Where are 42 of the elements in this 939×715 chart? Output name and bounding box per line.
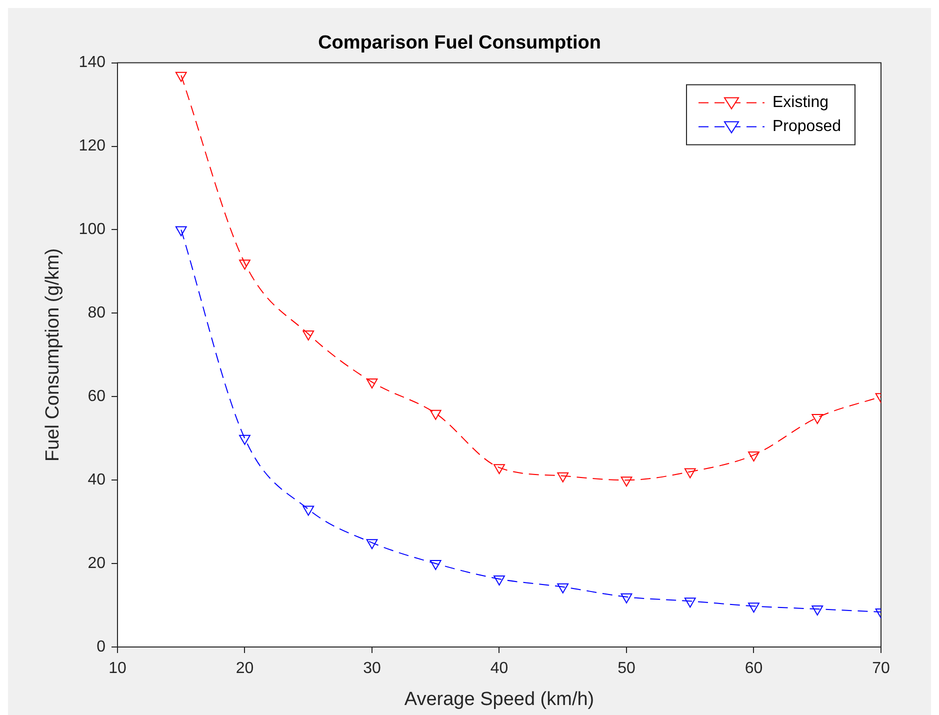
- x-tick-label: 40: [490, 660, 508, 678]
- point: [239, 260, 250, 270]
- point: [239, 434, 250, 445]
- point: [175, 72, 187, 82]
- point: [557, 472, 569, 482]
- x-tick-label: 10: [108, 660, 126, 678]
- point: [366, 378, 378, 389]
- y-tick-label: 20: [88, 554, 106, 572]
- y-tick-label: 120: [78, 138, 106, 155]
- x-tick-label: 50: [618, 660, 636, 678]
- x-tick-label: 70: [872, 660, 890, 678]
- legend-label: Existing: [772, 94, 829, 112]
- point: [748, 602, 760, 613]
- x-tick-label: 20: [236, 660, 254, 678]
- point: [684, 598, 696, 608]
- legend-label: Proposed: [772, 118, 842, 136]
- point: [812, 606, 824, 616]
- point: [557, 583, 569, 594]
- point: [494, 575, 505, 586]
- y-tick-label: 40: [88, 471, 106, 488]
- point: [748, 452, 760, 462]
- x-tick-label: 30: [363, 660, 381, 678]
- x-axis-title: Average Speed (km/h): [404, 688, 594, 710]
- point: [620, 593, 632, 604]
- point: [302, 330, 314, 341]
- point: [430, 560, 442, 570]
- y-tick-label: 60: [88, 388, 106, 406]
- point: [620, 476, 632, 487]
- point: [366, 539, 378, 550]
- point: [494, 464, 505, 474]
- point: [175, 226, 187, 236]
- point: [430, 410, 442, 420]
- y-axis-title: Fuel Consumption (g/km): [42, 248, 64, 462]
- point: [812, 414, 824, 424]
- y-tick-label: 100: [78, 221, 106, 238]
- point: [684, 468, 696, 478]
- y-tick-label: 0: [96, 638, 106, 656]
- y-tick-label: 140: [78, 54, 106, 72]
- chart-title: Comparison Fuel Consumption: [318, 32, 601, 54]
- y-tick-label: 80: [88, 304, 106, 322]
- x-tick-label: 60: [744, 660, 763, 678]
- point: [302, 506, 314, 516]
